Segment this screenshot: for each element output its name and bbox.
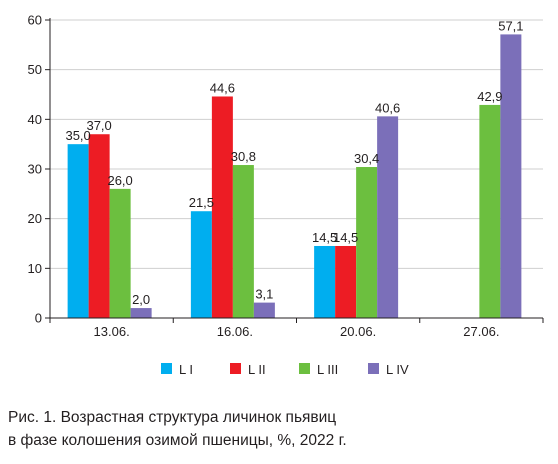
data-label: 37,0	[86, 118, 111, 133]
y-tick-label: 60	[28, 13, 42, 28]
data-label: 21,5	[189, 195, 214, 210]
bar	[253, 302, 275, 318]
bar-chart: 0 10 20 30 40 50 60 35,037,0 26,0 2,0 21,5 44,6 30,…	[28, 13, 544, 377]
data-label: 44,6	[210, 80, 235, 95]
bar	[335, 245, 357, 318]
bar	[67, 144, 89, 318]
y-axis: 0 10 20 30 40 50 60	[28, 13, 51, 326]
figure-caption: Рис. 1. Возрастная структура личинок пья…	[8, 406, 548, 452]
data-label: 30,8	[231, 149, 256, 164]
data-label: 14,5	[333, 230, 358, 245]
data-labels: 35,037,0 26,0 2,0 21,5 44,6 30,8 3,1 14,514,5 30…	[65, 18, 523, 307]
y-tick-label: 0	[35, 311, 42, 326]
y-tick-label: 10	[28, 261, 42, 276]
bar	[232, 165, 254, 318]
data-label: 57,1	[498, 18, 523, 33]
gridlines	[50, 19, 543, 269]
data-label: 26,0	[107, 173, 132, 188]
data-label: 40,6	[375, 100, 400, 115]
data-label: 30,4	[354, 151, 379, 166]
bar	[190, 211, 212, 318]
bar	[88, 134, 110, 318]
legend-swatch	[161, 363, 172, 374]
bar	[109, 188, 131, 318]
data-label: 35,0	[65, 128, 90, 143]
bar	[356, 167, 378, 318]
x-axis: 13.06. 16.06. 20.06. 27.06.	[49, 317, 544, 339]
legend-label: L III	[317, 362, 338, 377]
legend-label: L II	[248, 362, 266, 377]
x-tick-label: 16.06.	[217, 324, 253, 339]
bar	[314, 245, 336, 318]
x-tick-label: 27.06.	[463, 324, 499, 339]
data-label: 2,0	[132, 292, 150, 307]
data-label: 3,1	[255, 287, 273, 302]
caption-line-2: в фазе колошения озимой пшеницы, %, 2022…	[8, 432, 347, 449]
legend-swatch	[368, 363, 379, 374]
bar	[377, 116, 399, 318]
x-tick-label: 13.06.	[94, 324, 130, 339]
bar	[211, 96, 233, 318]
x-tick-label: 20.06.	[340, 324, 376, 339]
y-tick-label: 30	[28, 162, 42, 177]
bar	[500, 34, 522, 319]
y-tick-label: 50	[28, 62, 42, 77]
caption-line-1: Рис. 1. Возрастная структура личинок пья…	[8, 409, 337, 426]
data-label: 42,9	[477, 89, 502, 104]
y-tick-label: 20	[28, 211, 42, 226]
legend-swatch	[299, 363, 310, 374]
legend-label: L I	[179, 362, 193, 377]
y-tick-label: 40	[28, 112, 42, 127]
legend-label: L IV	[386, 362, 409, 377]
data-label: 14,5	[312, 230, 337, 245]
bar	[479, 104, 501, 319]
bar	[130, 308, 152, 318]
legend-swatch	[230, 363, 241, 374]
bars	[67, 34, 522, 319]
legend: L I L II L III L IV	[161, 362, 409, 377]
